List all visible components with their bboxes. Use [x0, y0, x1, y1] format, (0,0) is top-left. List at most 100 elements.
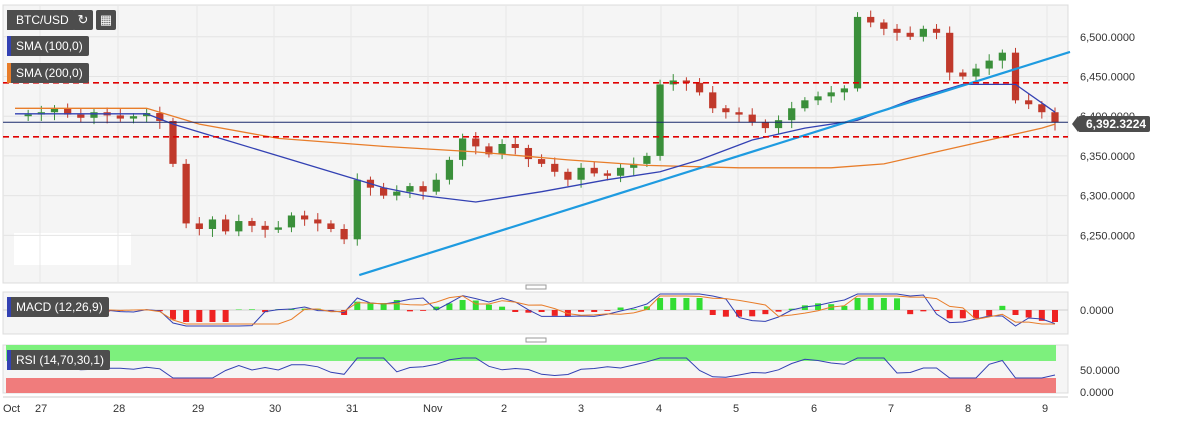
macd-histogram-bar	[169, 310, 176, 320]
x-tick-label: 29	[192, 403, 204, 415]
candle-body	[1011, 52, 1020, 101]
candle-body	[445, 159, 454, 180]
symbol-label: BTC/USD	[16, 13, 69, 27]
candle-body	[182, 163, 190, 224]
macd-label: MACD (12,26,9)	[16, 300, 103, 314]
macd-histogram-bar	[815, 303, 822, 310]
sma100-badge[interactable]: SMA (100,0)	[7, 36, 89, 56]
candle-body	[867, 16, 875, 23]
macd-histogram-bar	[604, 310, 611, 311]
macd-signal-line	[14, 295, 1055, 325]
candle-body	[129, 116, 138, 119]
candle-body	[248, 221, 256, 226]
calendar-icon[interactable]: ▦	[96, 10, 116, 30]
candle-body	[537, 159, 546, 164]
candle-body	[116, 115, 124, 119]
candle-body	[195, 223, 203, 229]
macd-histogram-bar	[999, 305, 1006, 310]
macd-histogram-bar	[1012, 310, 1019, 315]
candle-body	[616, 167, 625, 176]
macd-histogram-bar	[762, 310, 769, 315]
x-tick-label: Oct	[3, 403, 20, 415]
rsi-axis-label: 0.0000	[1080, 387, 1114, 399]
macd-histogram-bar	[986, 310, 993, 316]
sma200-label: SMA (200,0)	[16, 66, 83, 80]
candle-body	[458, 138, 467, 160]
rsi-line	[14, 357, 1056, 379]
x-tick-label: 4	[656, 403, 662, 415]
macd-histogram-bar	[920, 310, 927, 312]
candle-body	[340, 228, 348, 240]
candle-body	[301, 215, 309, 220]
sma200-line	[15, 107, 1056, 169]
macd-histogram-bar	[512, 310, 519, 312]
x-tick-label: 9	[1042, 403, 1048, 415]
candle-body	[853, 16, 862, 89]
macd-histogram-bar	[183, 310, 190, 322]
candle-body	[788, 108, 796, 121]
rsi-oversold-zone	[6, 378, 1056, 393]
candle-body	[801, 100, 809, 109]
candle-body	[169, 120, 177, 164]
candle-body	[564, 171, 572, 180]
candle-body	[511, 144, 519, 148]
macd-histogram-bar	[380, 303, 387, 310]
rsi-badge[interactable]: RSI (14,70,30,1)	[7, 350, 111, 370]
candle-body	[90, 112, 98, 118]
refresh-icon[interactable]: ↻	[73, 10, 93, 30]
current-price-value: 6,392.3224	[1086, 117, 1147, 131]
candle-body	[959, 72, 967, 77]
candle-body	[906, 32, 914, 37]
candle-body	[498, 144, 506, 155]
rsi-overbought-zone	[6, 345, 1056, 361]
macd-histogram-bar	[551, 310, 558, 316]
macd-histogram-bar	[499, 306, 506, 310]
macd-histogram-bar	[617, 307, 624, 310]
panel-resize-handle	[525, 337, 547, 343]
macd-histogram-bar	[367, 302, 374, 310]
macd-histogram-bar	[841, 305, 848, 310]
x-tick-label: 30	[269, 403, 281, 415]
macd-histogram-bar	[578, 310, 585, 312]
macd-histogram-bar	[262, 310, 269, 313]
candle-body	[222, 219, 230, 232]
macd-histogram-bar	[933, 310, 940, 311]
candle-body	[353, 179, 361, 240]
macd-badge[interactable]: MACD (12,26,9)	[7, 297, 109, 317]
sma100-label: SMA (100,0)	[16, 39, 83, 53]
candle-body	[156, 113, 164, 121]
candle-body	[406, 186, 414, 192]
macd-histogram-bar	[959, 310, 966, 319]
candle-body	[827, 92, 835, 97]
candle-body	[985, 60, 993, 69]
macd-histogram-bar	[248, 309, 255, 310]
macd-histogram-bar	[630, 309, 637, 310]
candle-body	[932, 28, 941, 33]
candle-body	[643, 155, 651, 164]
y-tick-label: 6,500.0000	[1080, 32, 1135, 44]
x-tick-label: 6	[811, 403, 817, 415]
x-tick-label: 27	[35, 403, 47, 415]
macd-histogram-bar	[446, 303, 453, 310]
symbol-badge[interactable]: BTC/USD	[7, 10, 75, 30]
macd-histogram-bar	[696, 298, 703, 310]
y-tick-label: 6,300.0000	[1080, 191, 1135, 203]
x-tick-label: 2	[501, 403, 507, 415]
macd-histogram-bar	[433, 306, 440, 310]
candle-body	[77, 114, 85, 118]
x-tick-label: 28	[113, 403, 125, 415]
x-tick-label: 31	[346, 403, 358, 415]
candle-body	[551, 163, 559, 172]
candle-body	[774, 120, 783, 129]
price-panel	[2, 4, 1069, 284]
watermark-box	[14, 233, 131, 265]
sma200-badge[interactable]: SMA (200,0)	[7, 63, 89, 83]
macd-histogram-bar	[538, 310, 545, 312]
candle-body	[64, 108, 72, 115]
macd-histogram-bar	[657, 298, 664, 310]
x-tick-label: 8	[965, 403, 971, 415]
candle-body	[1025, 100, 1033, 105]
candle-body	[235, 221, 243, 232]
